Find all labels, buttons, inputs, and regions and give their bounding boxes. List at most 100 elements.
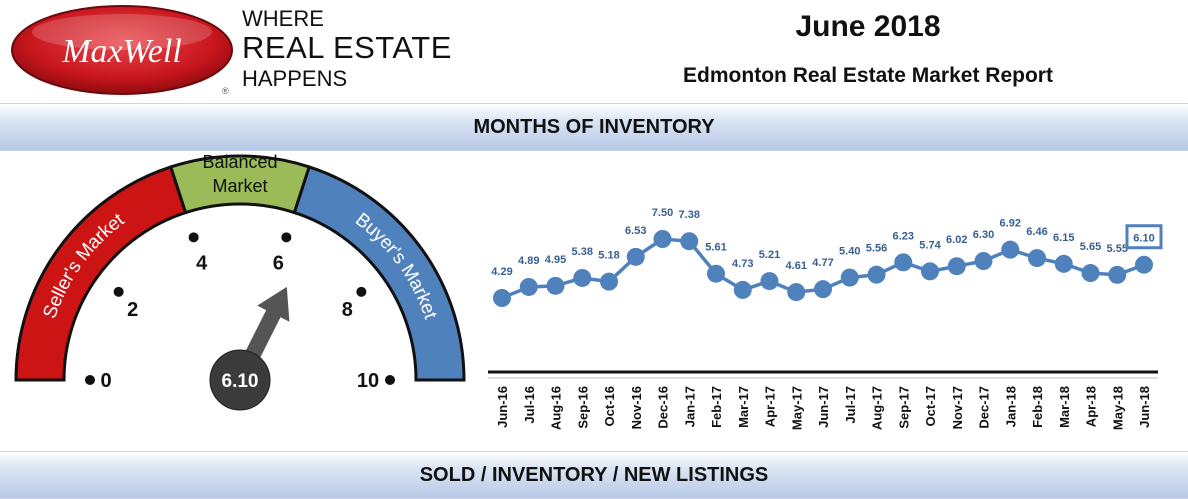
data-label-16: 5.74 <box>919 239 941 251</box>
x-tick-label-0: Jun-16 <box>495 386 510 428</box>
data-point-22 <box>1081 264 1100 283</box>
x-tick-label-9: Mar-17 <box>736 386 751 428</box>
x-tick-label-2: Aug-16 <box>549 386 564 430</box>
tagline-line-1: WHERE <box>242 6 324 31</box>
tagline-line-2: REAL ESTATE <box>242 30 452 65</box>
data-label-10: 5.21 <box>759 249 780 261</box>
registered-mark: ® <box>222 86 229 96</box>
data-label-13: 5.40 <box>839 246 860 258</box>
data-label-18: 6.30 <box>973 229 994 241</box>
data-point-0 <box>493 289 511 307</box>
data-point-14 <box>867 265 886 284</box>
x-tick-label-19: Jan-18 <box>1003 386 1018 427</box>
gauge-tick-dot-4 <box>188 232 199 243</box>
x-tick-label-12: Jun-17 <box>816 386 831 428</box>
tagline-line-3: HAPPENS <box>242 66 348 91</box>
maxwell-logo: MaxWell <box>8 2 236 98</box>
months-of-inventory-chart: 4.29 4.89 4.95 5.38 5.18 6.53 7.50 7.38 5.61 4.73… <box>488 207 1163 430</box>
data-point-16 <box>921 262 939 281</box>
x-tick-label-5: Nov-16 <box>629 386 644 429</box>
data-label-6: 7.50 <box>652 207 673 219</box>
gauge-tick-label-8: 8 <box>342 299 353 321</box>
gauge-tick-dot-0 <box>85 375 95 385</box>
data-point-6 <box>653 230 672 248</box>
data-label-7: 7.38 <box>679 209 700 221</box>
gauge-tick-dot-6 <box>281 232 292 243</box>
data-point-19 <box>1001 240 1020 259</box>
data-label-19: 6.92 <box>1000 218 1021 230</box>
data-label-5: 6.53 <box>625 225 646 237</box>
data-label-14: 5.56 <box>866 243 887 255</box>
data-label-23: 5.55 <box>1107 243 1128 255</box>
x-tick-label-23: May-18 <box>1110 386 1125 430</box>
logo-text: MaxWell <box>61 33 182 70</box>
data-label-12: 4.77 <box>812 257 833 269</box>
gauge-tick-label-2: 2 <box>127 299 138 321</box>
data-label-11: 4.61 <box>786 260 807 272</box>
data-point-13 <box>840 268 859 287</box>
highlight-box <box>1125 224 1163 250</box>
x-tick-label-16: Oct-17 <box>923 386 938 426</box>
x-tick-label-1: Jul-16 <box>522 386 537 424</box>
data-point-11 <box>787 283 806 302</box>
gauge-tick-label-10: 10 <box>357 370 379 392</box>
section-heading-sold: SOLD / INVENTORY / NEW LISTINGS <box>0 451 1188 499</box>
section-heading-inventory: MONTHS OF INVENTORY <box>0 103 1188 151</box>
gauge-value-label: 6.10 <box>222 371 259 392</box>
data-point-15 <box>894 253 913 272</box>
data-point-5 <box>626 247 645 266</box>
data-label-1: 4.89 <box>518 255 539 267</box>
x-tick-label-6: Dec-16 <box>656 386 671 429</box>
x-tick-label-11: May-17 <box>789 386 804 430</box>
data-label-9: 4.73 <box>732 258 753 270</box>
data-point-1 <box>519 277 538 296</box>
data-point-3 <box>573 268 592 287</box>
section-heading-inventory-text: MONTHS OF INVENTORY <box>473 116 715 138</box>
x-tick-label-17: Nov-17 <box>950 386 965 429</box>
x-tick-label-24: Jun-18 <box>1137 386 1152 428</box>
data-label-2: 4.95 <box>545 254 566 266</box>
gauge-zone-2 <box>292 165 466 382</box>
x-tick-label-15: Sep-17 <box>896 386 911 429</box>
data-label-0: 4.29 <box>491 266 512 278</box>
gauge-tick-dot-10 <box>385 375 395 385</box>
gauge-tick-dot-2 <box>113 286 124 297</box>
gauge-value-hub <box>209 349 271 411</box>
data-point-8 <box>707 264 725 283</box>
x-tick-label-4: Oct-16 <box>602 386 617 426</box>
data-point-21 <box>1054 254 1073 273</box>
gauge-tick-label-0: 0 <box>100 370 111 392</box>
x-tick-label-3: Sep-16 <box>575 386 590 429</box>
x-tick-label-14: Aug-17 <box>870 386 885 430</box>
x-tick-label-10: Apr-17 <box>763 386 778 427</box>
gauge-zone-0 <box>14 165 188 382</box>
data-point-2 <box>546 276 565 295</box>
gauge-tick-label-6: 6 <box>273 252 284 274</box>
data-point-7 <box>680 232 699 251</box>
data-point-17 <box>947 257 966 276</box>
data-label-24: 6.10 <box>1133 233 1154 245</box>
report-title: Edmonton Real Estate Market Report <box>683 64 1053 87</box>
data-point-4 <box>600 272 618 291</box>
section-heading-sold-text: SOLD / INVENTORY / NEW LISTINGS <box>419 464 769 486</box>
data-point-24 <box>1135 255 1153 274</box>
x-tick-label-22: Apr-18 <box>1084 386 1099 427</box>
x-tick-label-13: Jul-17 <box>843 386 858 424</box>
x-tick-label-7: Jan-17 <box>682 386 697 427</box>
x-tick-label-18: Dec-17 <box>977 386 992 429</box>
data-label-21: 6.15 <box>1053 232 1074 244</box>
gauge-zone-label-balanced-0: Balanced <box>202 152 277 172</box>
data-point-20 <box>1028 249 1046 268</box>
x-tick-label-20: Feb-18 <box>1030 386 1045 428</box>
data-label-3: 5.38 <box>572 246 593 258</box>
data-point-12 <box>814 280 832 299</box>
data-label-15: 6.23 <box>893 230 914 242</box>
gauge-tick-label-4: 4 <box>196 252 208 274</box>
x-tick-label-21: Mar-18 <box>1057 386 1072 428</box>
data-point-9 <box>733 280 752 299</box>
report-date: June 2018 <box>795 10 941 43</box>
x-tick-label-8: Feb-17 <box>709 386 724 428</box>
gauge-zone-label-balanced-1: Market <box>212 176 267 196</box>
gauge-tick-dot-8 <box>356 286 367 297</box>
